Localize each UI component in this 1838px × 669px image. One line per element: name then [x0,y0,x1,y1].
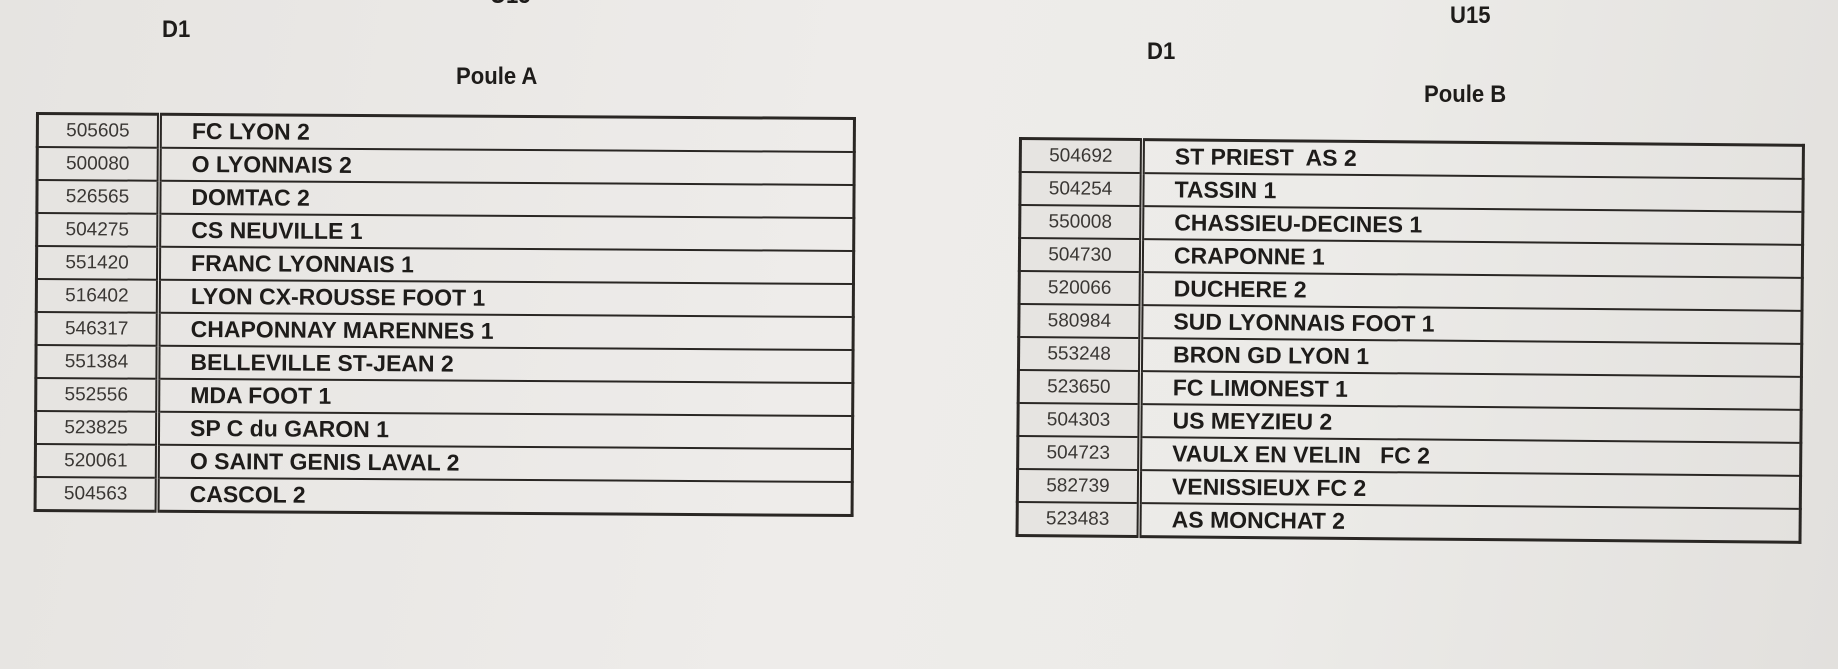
team-name: CASCOL 2 [157,477,853,516]
team-name: DOMTAC 2 [158,180,855,218]
club-code: 553248 [1018,337,1141,372]
category-label-right: U15 [1450,2,1491,29]
pool-title-a: Poule A [456,63,538,90]
table-row: 523825 SP C du GARON 1 [35,411,853,449]
table-row: 546317 CHAPONNAY MARENNES 1 [36,312,854,350]
table-row: 504563 CASCOL 2 [35,477,853,516]
club-code: 520061 [35,444,158,478]
club-code: 500080 [37,147,160,181]
division-label-right: D1 [1147,38,1176,65]
club-code: 504563 [35,477,158,512]
club-code: 505605 [37,113,160,148]
club-code: 504275 [36,213,159,247]
team-name: O LYONNAIS 2 [159,147,855,185]
team-name: LYON CX-ROUSSE FOOT 1 [158,279,854,317]
table-row: 551420 FRANC LYONNAIS 1 [36,246,854,284]
club-code: 504692 [1020,138,1143,174]
team-name: FRANC LYONNAIS 1 [158,246,854,284]
club-code: 546317 [36,312,159,346]
team-name: SP C du GARON 1 [157,411,853,449]
table-row: 505605 FC LYON 2 [37,113,855,152]
table-row: 551384 BELLEVILLE ST-JEAN 2 [35,345,854,383]
team-name: MDA FOOT 1 [157,378,853,416]
team-name: CHAPONNAY MARENNES 1 [158,312,854,350]
table-row: 504275 CS NEUVILLE 1 [36,213,854,251]
pool-a-table: 505605 FC LYON 2 500080 O LYONNAIS 2 526565 D… [33,112,856,518]
club-code: 526565 [36,180,160,214]
club-code: 582739 [1017,469,1140,504]
club-code: 551420 [36,246,159,280]
table-row: 526565 DOMTAC 2 [36,180,855,218]
table-row: 500080 O LYONNAIS 2 [37,147,855,185]
table-row: 523483 AS MONCHAT 2 [1017,501,1801,543]
team-name: O SAINT GENIS LAVAL 2 [157,444,853,482]
club-code: 523825 [35,411,158,445]
club-code: 551384 [35,345,159,379]
club-code: 516402 [36,279,159,313]
table-row: 552556 MDA FOOT 1 [35,378,853,416]
category-label-cut: U15 [490,0,531,10]
club-code: 580984 [1018,304,1142,339]
pool-b-table: 504692 ST PRIEST AS 2 504254 TASSIN 1 550008… [1015,137,1805,544]
club-code: 552556 [35,378,158,412]
team-name: AS MONCHAT 2 [1139,503,1801,543]
team-name: CS NEUVILLE 1 [158,213,854,251]
club-code: 523650 [1018,370,1141,405]
club-code: 550008 [1019,205,1142,240]
club-code: 520066 [1019,271,1142,306]
team-name: BELLEVILLE ST-JEAN 2 [157,345,854,383]
team-name: FC LYON 2 [159,114,855,152]
club-code: 504723 [1017,436,1140,471]
division-label-left: D1 [162,16,191,43]
table-row: 520061 O SAINT GENIS LAVAL 2 [35,444,853,482]
club-code: 504254 [1019,172,1143,207]
club-code: 523483 [1017,501,1140,537]
table-row: 516402 LYON CX-ROUSSE FOOT 1 [36,279,854,317]
club-code: 504730 [1019,238,1142,273]
pool-title-b: Poule B [1424,81,1507,108]
club-code: 504303 [1017,403,1141,438]
